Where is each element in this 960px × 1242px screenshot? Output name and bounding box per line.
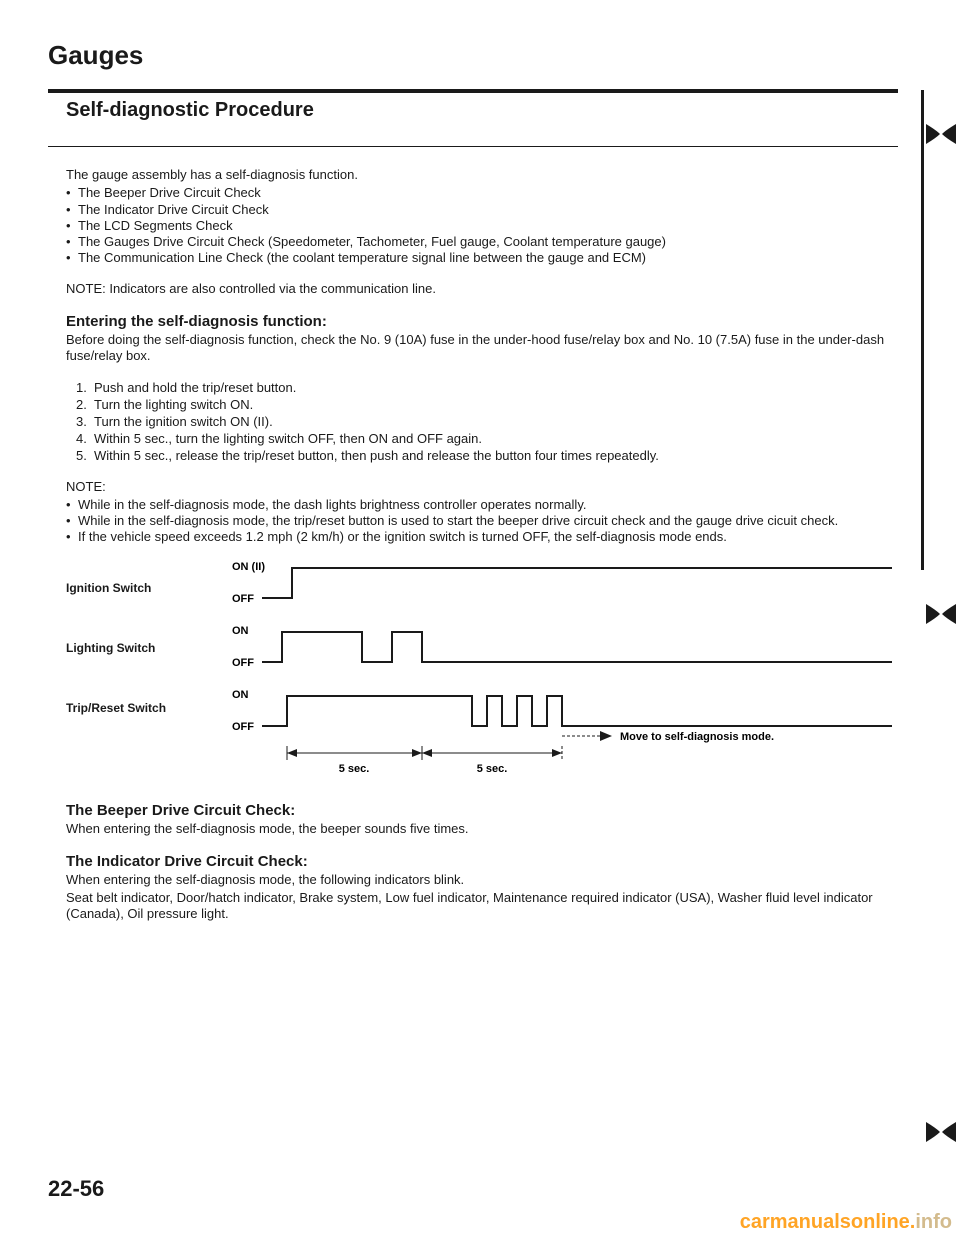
indicator-p2: Seat belt indicator, Door/hatch indicato…	[66, 890, 898, 923]
ignition-trace	[262, 568, 892, 598]
list-item: 1.Push and hold the trip/reset button.	[76, 380, 898, 397]
row-label: Lighting Switch	[66, 639, 155, 658]
entering-heading: Entering the self-diagnosis function:	[66, 313, 898, 330]
rule-thin	[48, 146, 898, 147]
list-item: The Communication Line Check (the coolan…	[66, 250, 898, 266]
indicator-p1: When entering the self-diagnosis mode, t…	[66, 872, 898, 888]
time-label: 5 sec.	[339, 763, 370, 775]
tripreset-trace	[262, 696, 892, 726]
time-axis: 5 sec. 5 sec. Move to self-diagnosis mod…	[287, 731, 774, 775]
watermark-b: info	[915, 1211, 952, 1233]
intro-bullets: The Beeper Drive Circuit Check The Indic…	[66, 185, 898, 266]
row-label: Trip/Reset Switch	[66, 699, 166, 718]
watermark-a: carmanualsonline.	[740, 1211, 916, 1233]
rule-thick	[48, 89, 898, 93]
on-label: ON (II)	[232, 561, 265, 573]
intro-note: NOTE: Indicators are also controlled via…	[66, 281, 898, 297]
list-item: While in the self-diagnosis mode, the da…	[66, 497, 898, 513]
timing-diagram: Ignition Switch Lighting Switch Trip/Res…	[66, 556, 898, 786]
indicator-heading: The Indicator Drive Circuit Check:	[66, 853, 898, 870]
list-item: 3.Turn the ignition switch ON (II).	[76, 414, 898, 431]
scan-artifact	[921, 90, 924, 570]
off-label: OFF	[232, 721, 254, 733]
list-item: The Gauges Drive Circuit Check (Speedome…	[66, 234, 898, 250]
lighting-trace	[262, 632, 892, 662]
list-item: The LCD Segments Check	[66, 218, 898, 234]
time-label: 5 sec.	[477, 763, 508, 775]
entering-steps: 1.Push and hold the trip/reset button. 2…	[76, 380, 898, 464]
edge-tab-1	[922, 118, 960, 150]
list-item: 4.Within 5 sec., turn the lighting switc…	[76, 431, 898, 448]
step-text: Within 5 sec., turn the lighting switch …	[94, 431, 482, 446]
list-item: While in the self-diagnosis mode, the tr…	[66, 513, 898, 529]
entering-note-bullets: While in the self-diagnosis mode, the da…	[66, 497, 898, 546]
step-text: Turn the ignition switch ON (II).	[94, 414, 273, 429]
off-label: OFF	[232, 593, 254, 605]
note-label: NOTE:	[66, 479, 898, 495]
edge-tab-3	[922, 1116, 960, 1148]
beeper-heading: The Beeper Drive Circuit Check:	[66, 802, 898, 819]
diagram-row-labels: Ignition Switch Lighting Switch Trip/Res…	[66, 556, 186, 786]
page-number: 22-56	[48, 1176, 104, 1202]
section-title: Self-diagnostic Procedure	[66, 99, 898, 122]
page-body: Gauges Self-diagnostic Procedure The gau…	[48, 40, 898, 925]
chapter-title: Gauges	[48, 40, 898, 71]
timing-svg: ON (II) OFF ON OFF ON OFF	[186, 556, 898, 786]
list-item: The Indicator Drive Circuit Check	[66, 202, 898, 218]
row-label: Ignition Switch	[66, 579, 151, 598]
on-label: ON	[232, 689, 249, 701]
step-text: Within 5 sec., release the trip/reset bu…	[94, 448, 659, 463]
on-label: ON	[232, 625, 249, 637]
list-item: If the vehicle speed exceeds 1.2 mph (2 …	[66, 529, 898, 545]
list-item: 5.Within 5 sec., release the trip/reset …	[76, 448, 898, 465]
intro-lead: The gauge assembly has a self-diagnosis …	[66, 167, 898, 183]
diagram-annotation: Move to self-diagnosis mode.	[620, 731, 774, 743]
entering-para: Before doing the self-diagnosis function…	[66, 332, 898, 365]
list-item: The Beeper Drive Circuit Check	[66, 185, 898, 201]
edge-tab-2	[922, 598, 960, 630]
beeper-para: When entering the self-diagnosis mode, t…	[66, 821, 898, 837]
off-label: OFF	[232, 657, 254, 669]
step-text: Push and hold the trip/reset button.	[94, 380, 296, 395]
list-item: 2.Turn the lighting switch ON.	[76, 397, 898, 414]
watermark: carmanualsonline.info	[740, 1211, 952, 1234]
step-text: Turn the lighting switch ON.	[94, 397, 253, 412]
